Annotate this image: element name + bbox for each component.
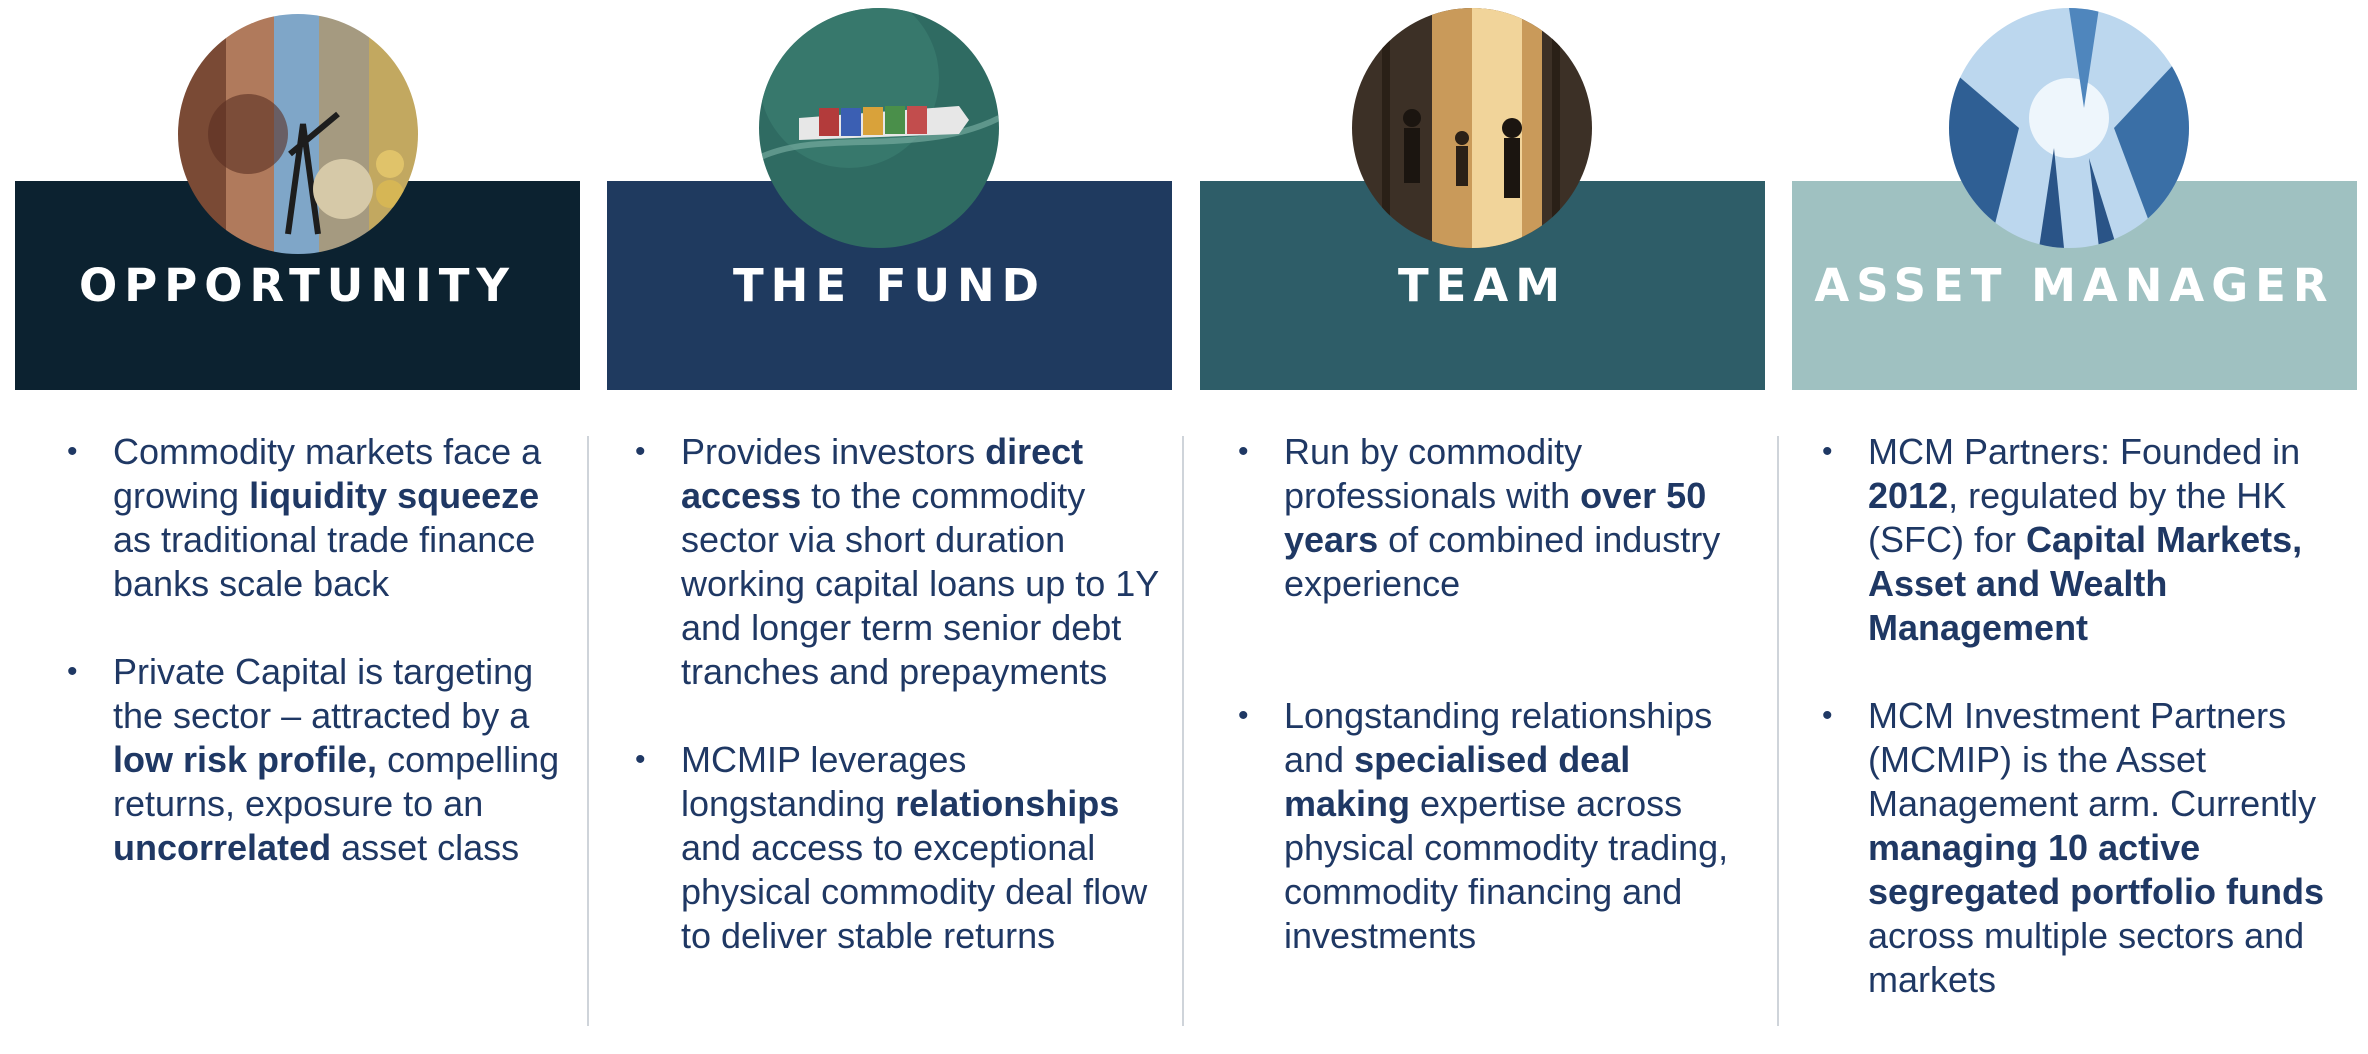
title-asset-manager: ASSET MANAGER — [1814, 259, 2335, 312]
bullet-item: MCMIP leverages longstanding relationshi… — [635, 738, 1165, 958]
title-opportunity: OPPORTUNITY — [78, 259, 517, 312]
column-the-fund: THE FUND Provides investors direct acces… — [607, 0, 1172, 1054]
bullet-item: Provides investors direct access to the … — [635, 430, 1165, 694]
cargo-ship-image — [759, 8, 999, 248]
bullet-item: Run by commodity professionals with over… — [1238, 430, 1758, 606]
commodities-collage-image — [178, 14, 418, 254]
bullet-item: Private Capital is targeting the sector … — [67, 650, 572, 870]
title-the-fund: THE FUND — [732, 259, 1047, 312]
bullet-item: Commodity markets face a growing liquidi… — [67, 430, 572, 606]
bullet-item: MCM Investment Partners (MCMIP) is the A… — [1822, 694, 2352, 1002]
title-team: TEAM — [1397, 259, 1568, 312]
bullet-item: Longstanding relationships and specialis… — [1238, 694, 1758, 958]
column-divider — [1777, 436, 1779, 1026]
business-people-image — [1352, 8, 1592, 248]
column-asset-manager: ASSET MANAGER MCM Partners: Founded in 2… — [1792, 0, 2357, 1054]
column-divider — [1182, 436, 1184, 1026]
bullet-item: MCM Partners: Founded in 2012, regulated… — [1822, 430, 2352, 650]
column-team: TEAM Run by commodity professionals with… — [1200, 0, 1765, 1054]
bullets-the-fund: Provides investors direct access to the … — [635, 430, 1165, 958]
bullets-opportunity: Commodity markets face a growing liquidi… — [67, 430, 572, 870]
bullets-asset-manager: MCM Partners: Founded in 2012, regulated… — [1822, 430, 2352, 1002]
column-divider — [587, 436, 589, 1026]
bullets-team: Run by commodity professionals with over… — [1238, 430, 1758, 958]
skyscrapers-image — [1949, 8, 2189, 248]
column-opportunity: OPPORTUNITY Commodity markets face a gro… — [15, 0, 580, 1054]
